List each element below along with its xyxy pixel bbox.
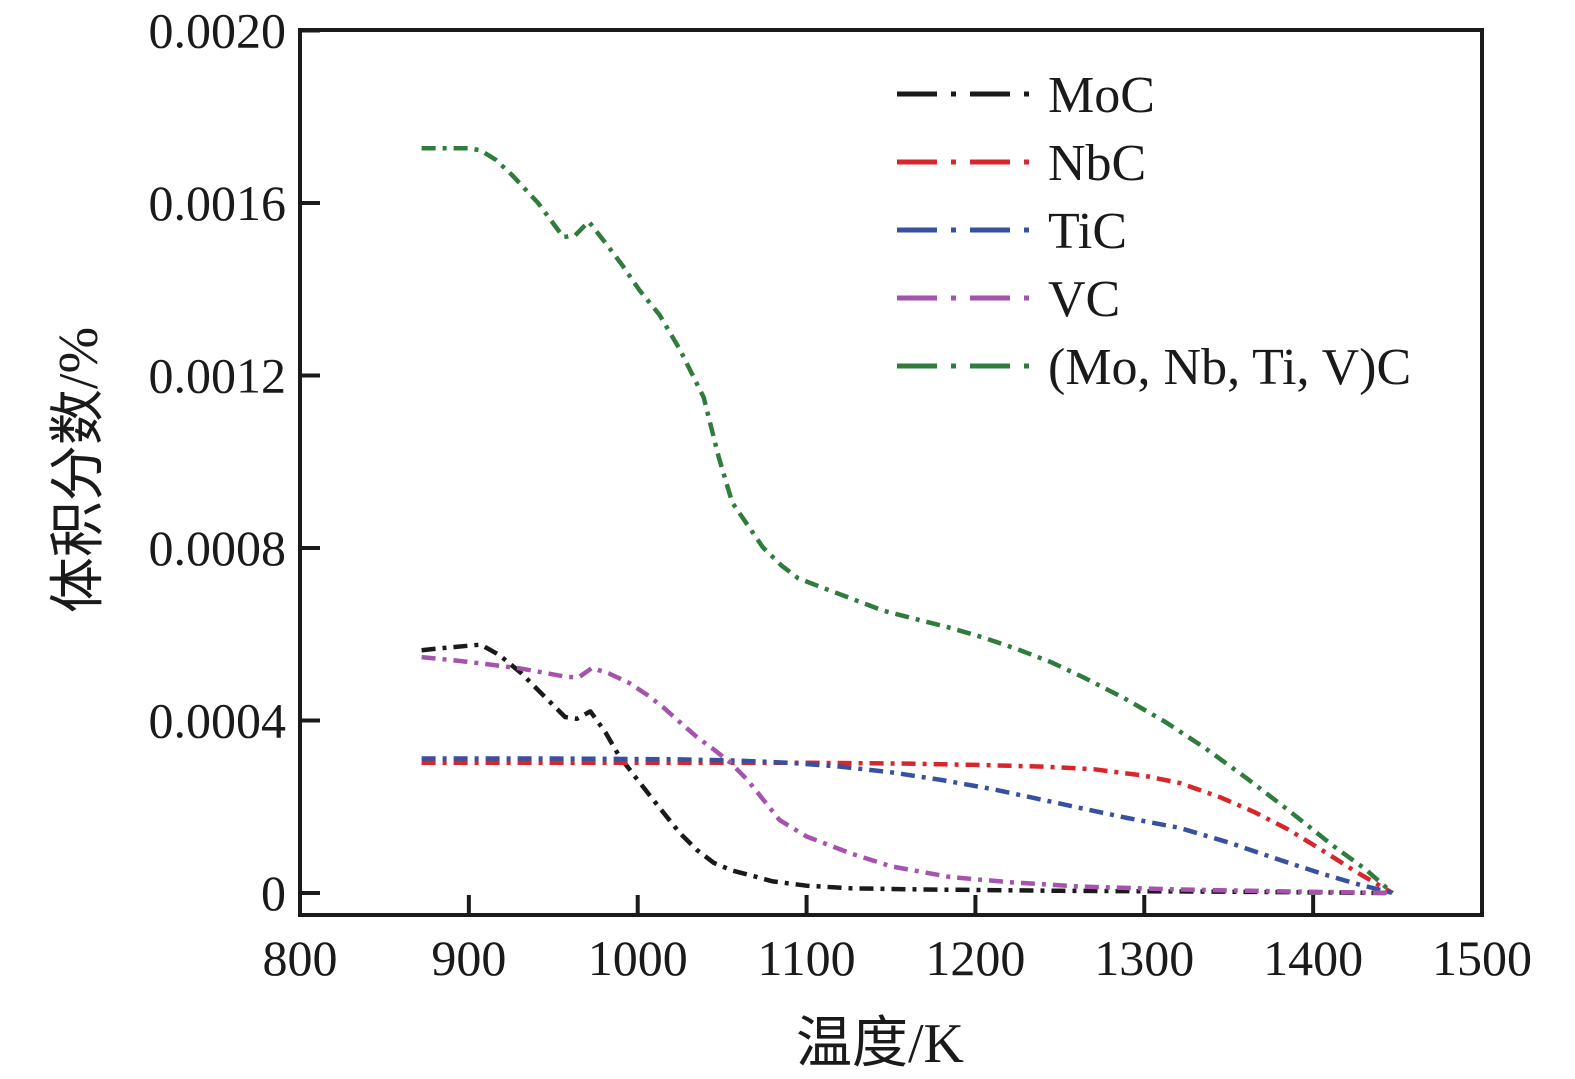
y-tick-label: 0.0012 bbox=[149, 348, 287, 404]
legend-item-nbc: NbC bbox=[897, 135, 1146, 192]
x-tick-label: 1000 bbox=[588, 930, 688, 986]
x-axis-title: 温度/K bbox=[796, 1013, 964, 1075]
legend-item-mo-nb-ti-v-c: (Mo, Nb, Ti, V)C bbox=[897, 339, 1411, 396]
y-tick-label: 0.0020 bbox=[149, 3, 287, 59]
y-tick-label: 0.0008 bbox=[149, 520, 287, 576]
x-tick-label: 800 bbox=[263, 930, 338, 986]
y-tick-label: 0 bbox=[261, 865, 286, 921]
x-tick-label: 1200 bbox=[925, 930, 1025, 986]
y-axis-title: 体积分数/% bbox=[48, 326, 110, 614]
x-tick-label: 1500 bbox=[1432, 930, 1532, 986]
legend-label-moc: MoC bbox=[1048, 67, 1155, 124]
legend-label-mo-nb-ti-v-c: (Mo, Nb, Ti, V)C bbox=[1048, 339, 1411, 396]
y-tick-label: 0.0016 bbox=[149, 175, 287, 231]
series-line-mo-nb-ti-v-c bbox=[421, 145, 1394, 895]
x-tick-label: 1100 bbox=[757, 930, 855, 986]
series-line-moc bbox=[421, 642, 1393, 896]
series-line-nbc bbox=[421, 760, 1394, 895]
legend-item-tic: TiC bbox=[897, 203, 1127, 260]
legend-label-nbc: NbC bbox=[1048, 135, 1146, 192]
legend-label-tic: TiC bbox=[1048, 203, 1127, 260]
x-tick-label: 900 bbox=[431, 930, 506, 986]
legend-item-vc: VC bbox=[897, 271, 1120, 328]
series-line-vc bbox=[421, 654, 1393, 896]
x-tick-label: 1400 bbox=[1263, 930, 1363, 986]
legend-label-vc: VC bbox=[1048, 271, 1120, 328]
legend: MoC NbC TiC VC (Mo, Nb, Ti, V)C bbox=[897, 67, 1411, 396]
x-tick-label: 1300 bbox=[1094, 930, 1194, 986]
legend-item-moc: MoC bbox=[897, 67, 1155, 124]
y-tick-label: 0.0004 bbox=[149, 693, 287, 749]
plot-box bbox=[298, 28, 1484, 917]
series-line-tic bbox=[421, 756, 1394, 896]
